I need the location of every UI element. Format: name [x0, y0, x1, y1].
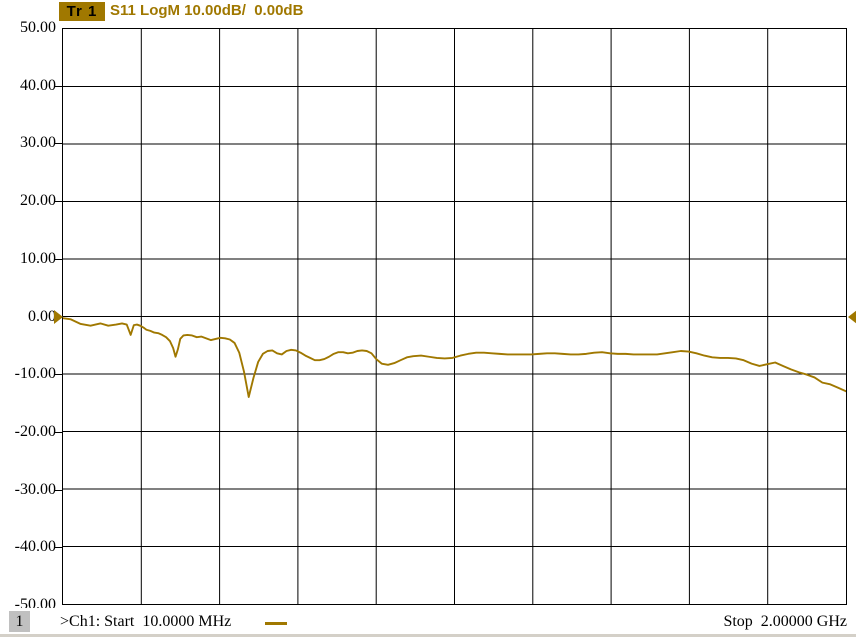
y-axis-tick-mark [55, 85, 62, 87]
trace-color-swatch-icon [265, 622, 287, 625]
y-axis-tick-mark [55, 547, 62, 549]
y-axis-tick-label: 20.00 [20, 192, 56, 210]
channel-number-badge[interactable]: 1 [9, 611, 30, 632]
channel-stop-frequency-label[interactable]: Stop 2.00000 GHz [723, 613, 847, 630]
y-axis-tick-mark [55, 374, 62, 376]
trace-number-badge[interactable]: Tr 1 [59, 2, 105, 21]
y-axis-tick-mark [55, 143, 62, 145]
plot-graticule[interactable] [62, 28, 847, 605]
y-axis-tick-label: -40.00 [14, 538, 56, 556]
y-axis-tick-mark [55, 431, 62, 433]
grid-lines [63, 29, 846, 604]
y-axis-tick-label: 50.00 [20, 19, 56, 36]
trace-header-bar: Tr 1 S11 LogM 10.00dB/ 0.00dB [0, 0, 856, 24]
y-axis-tick-mark [55, 258, 62, 260]
y-axis-tick-label: 10.00 [20, 249, 56, 267]
y-axis-tick-label: 0.00 [28, 307, 56, 325]
status-bar: 1 >Ch1: Start 10.0000 MHz Stop 2.00000 G… [0, 608, 856, 638]
y-axis-tick-mark [55, 489, 62, 491]
trace-curve-s11 [63, 317, 846, 398]
ref-level-arrow-right-icon[interactable] [848, 309, 856, 324]
window-bottom-divider [0, 634, 856, 637]
y-axis-tick-label: -20.00 [14, 422, 56, 440]
channel-start-frequency-label[interactable]: >Ch1: Start 10.0000 MHz [60, 613, 232, 630]
y-axis-tick-label: 30.00 [20, 134, 56, 152]
y-axis: 50.00 40.00 30.00 20.00 10.00 0.00 -10.00 -20.0… [0, 19, 62, 613]
trace-format-label[interactable]: S11 LogM 10.00dB/ 0.00dB [110, 2, 304, 19]
y-axis-tick-label: -10.00 [14, 365, 56, 383]
y-axis-tick-label: 40.00 [20, 76, 56, 94]
ref-level-arrow-left-icon[interactable] [54, 309, 63, 324]
trace-path [63, 317, 846, 398]
y-axis-tick-mark [55, 201, 62, 203]
y-axis-tick-label: -30.00 [14, 480, 56, 498]
